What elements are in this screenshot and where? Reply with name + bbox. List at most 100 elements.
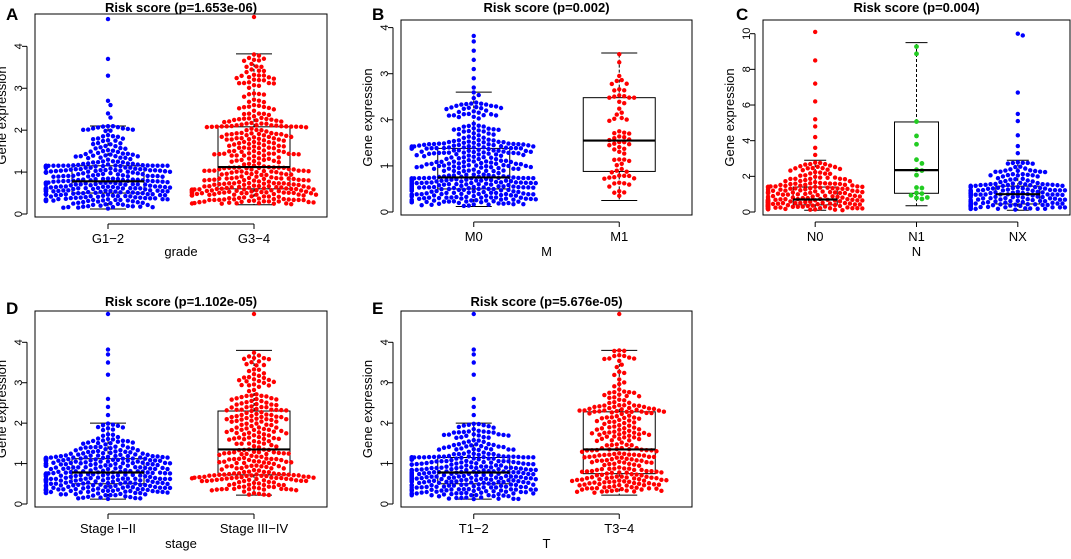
data-point xyxy=(464,482,469,487)
data-point xyxy=(990,202,996,208)
x-tick-label: M1 xyxy=(610,229,628,244)
data-point xyxy=(298,478,304,483)
data-point xyxy=(488,177,494,183)
data-point xyxy=(226,143,232,149)
data-point xyxy=(501,201,506,206)
data-point xyxy=(284,124,289,129)
data-point xyxy=(424,191,429,196)
data-point xyxy=(296,192,301,197)
data-point xyxy=(431,184,437,190)
data-point xyxy=(1030,197,1035,203)
data-point xyxy=(93,466,98,471)
data-point xyxy=(100,148,106,154)
data-point xyxy=(125,126,131,132)
data-point xyxy=(416,455,422,460)
data-point xyxy=(429,161,434,167)
data-point xyxy=(914,195,919,201)
points-0 xyxy=(409,33,538,209)
data-point xyxy=(584,469,590,474)
data-point xyxy=(217,452,222,458)
data-point xyxy=(607,419,612,425)
data-point xyxy=(503,158,509,164)
data-point xyxy=(439,186,444,192)
data-point xyxy=(424,466,429,472)
data-point xyxy=(138,455,143,460)
data-point xyxy=(219,172,224,177)
data-point xyxy=(612,353,617,359)
data-point xyxy=(812,58,818,63)
data-point xyxy=(259,398,264,404)
data-point xyxy=(496,467,501,472)
data-point xyxy=(511,150,516,156)
data-point xyxy=(808,181,813,186)
data-point xyxy=(130,440,136,445)
data-point xyxy=(254,363,259,368)
data-point xyxy=(244,404,249,410)
data-point xyxy=(599,436,605,442)
data-point xyxy=(140,200,145,206)
data-point xyxy=(481,423,486,428)
data-point xyxy=(429,493,434,498)
data-point xyxy=(498,180,504,185)
data-point xyxy=(646,454,652,460)
data-point xyxy=(589,475,595,480)
data-point xyxy=(451,483,457,488)
data-point xyxy=(254,396,259,402)
data-point xyxy=(271,136,277,141)
data-point xyxy=(123,489,128,494)
data-point xyxy=(145,178,150,183)
data-point xyxy=(513,161,519,167)
data-point xyxy=(409,200,414,205)
data-point xyxy=(508,465,514,470)
data-point xyxy=(1018,180,1023,186)
data-point xyxy=(441,445,447,450)
data-point xyxy=(61,205,66,210)
data-point xyxy=(574,477,580,483)
data-point xyxy=(269,417,274,423)
data-point xyxy=(617,451,622,456)
data-point xyxy=(449,177,454,182)
data-point xyxy=(239,174,244,179)
data-point xyxy=(624,470,629,475)
data-point xyxy=(449,155,454,160)
data-point xyxy=(481,439,486,445)
data-point xyxy=(261,441,267,446)
data-point xyxy=(217,151,222,157)
data-point xyxy=(612,400,617,405)
data-point xyxy=(241,111,247,117)
data-point xyxy=(790,204,796,210)
data-point xyxy=(160,480,165,486)
data-point xyxy=(167,485,173,491)
data-point xyxy=(162,169,168,174)
data-point xyxy=(43,490,49,496)
data-point xyxy=(301,474,306,479)
data-point xyxy=(471,154,476,160)
data-point xyxy=(165,490,170,495)
data-point xyxy=(471,404,476,410)
data-point xyxy=(259,473,264,478)
data-point xyxy=(279,475,284,481)
data-point xyxy=(506,447,511,452)
data-point xyxy=(456,109,462,115)
data-point xyxy=(788,199,793,204)
data-point xyxy=(506,182,511,188)
data-point xyxy=(160,196,165,202)
data-point xyxy=(143,465,148,470)
data-point xyxy=(441,141,447,146)
data-point xyxy=(471,39,476,44)
data-point xyxy=(160,489,165,495)
data-point xyxy=(135,459,140,464)
data-point xyxy=(636,427,642,432)
data-point xyxy=(204,188,210,194)
data-point xyxy=(63,192,69,197)
data-point xyxy=(446,161,452,166)
data-point xyxy=(296,473,301,478)
data-point xyxy=(441,472,447,478)
data-point xyxy=(261,426,267,432)
data-point xyxy=(521,191,526,196)
data-point xyxy=(968,206,973,212)
data-point xyxy=(614,78,619,84)
data-point xyxy=(478,195,484,200)
points-2 xyxy=(968,31,1068,212)
data-point xyxy=(147,196,153,201)
